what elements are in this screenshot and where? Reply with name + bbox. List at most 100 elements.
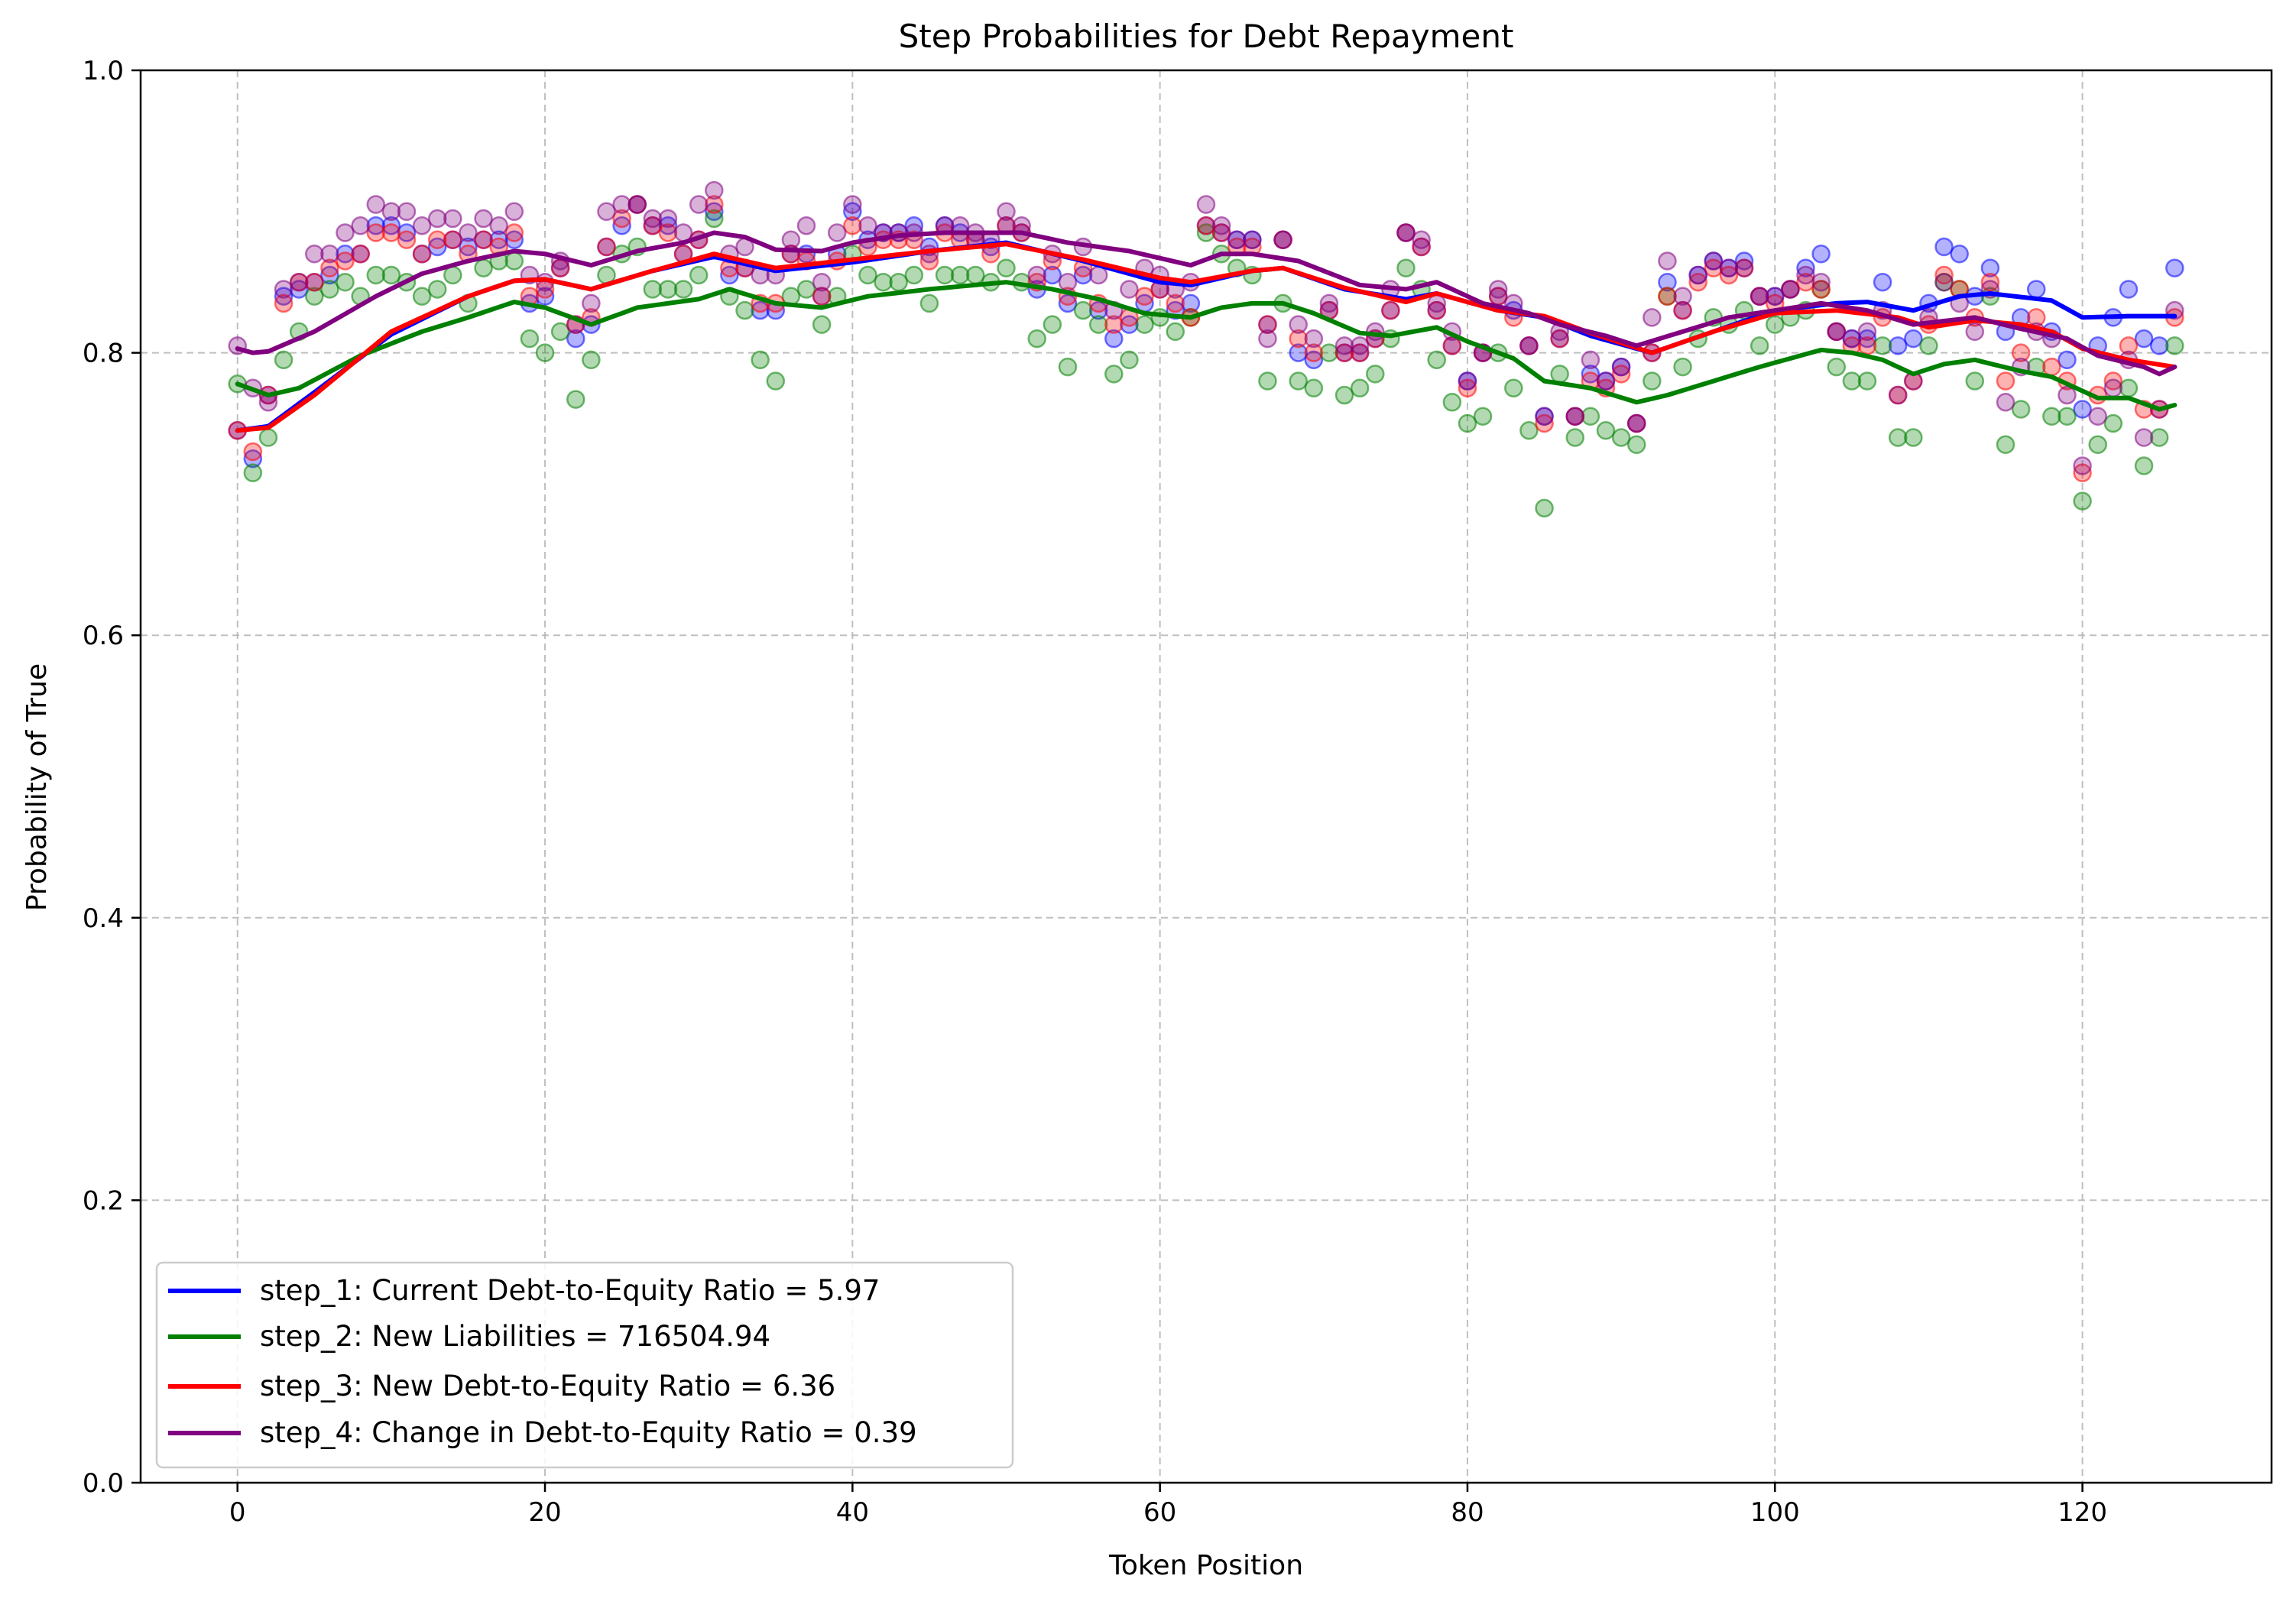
data-point	[1965, 322, 1985, 342]
data-point	[1611, 365, 1631, 384]
data-point	[381, 223, 401, 242]
data-point	[351, 244, 370, 264]
data-point	[1304, 329, 1324, 349]
data-point	[1258, 371, 1277, 391]
data-point	[1196, 195, 1216, 214]
data-point	[1996, 435, 2015, 454]
plot-frame	[139, 69, 2273, 1484]
data-point	[1611, 428, 1631, 447]
data-point	[812, 287, 832, 306]
data-point	[336, 251, 355, 271]
data-point	[274, 280, 293, 299]
x-tick-label: 40	[836, 1497, 869, 1528]
data-point	[1243, 230, 1262, 250]
data-point	[2058, 350, 2077, 370]
data-point	[504, 251, 524, 271]
data-point	[1196, 216, 1216, 235]
data-point	[520, 329, 540, 349]
data-point	[673, 280, 693, 299]
data-point	[1857, 322, 1877, 342]
data-point	[320, 280, 339, 299]
data-point	[1581, 407, 1600, 426]
y-tick-label: 1.0	[83, 56, 124, 86]
data-point	[1565, 407, 1585, 426]
data-point	[1934, 265, 1954, 285]
data-point	[1626, 413, 1646, 433]
data-point	[2011, 400, 2031, 419]
data-point	[1658, 251, 1677, 271]
data-point	[1535, 407, 1554, 426]
data-point	[550, 322, 570, 342]
data-point	[2026, 280, 2046, 299]
data-point	[705, 209, 724, 229]
data-point	[751, 350, 770, 370]
data-point	[1043, 265, 1062, 285]
data-point	[1458, 413, 1477, 433]
axis-ticks: 0 20 40 60 80 100 120 0.0 0.2 0.4 0.6 0.8 1.0	[83, 56, 2107, 1528]
data-point	[1396, 258, 1416, 277]
data-point	[1058, 357, 1078, 377]
data-point	[781, 230, 801, 250]
data-point	[2103, 413, 2123, 433]
data-point	[412, 216, 432, 235]
data-point	[2088, 435, 2107, 454]
data-point	[474, 230, 493, 250]
data-point	[874, 272, 893, 292]
legend: step_1: Current Debt-to-Equity Ratio = 5…	[155, 1261, 1014, 1469]
data-point	[1458, 378, 1477, 398]
x-tick-label: 120	[2058, 1497, 2107, 1528]
data-point	[658, 216, 678, 235]
data-point	[443, 209, 462, 229]
data-point	[889, 272, 908, 292]
data-point	[504, 202, 524, 222]
data-point	[796, 280, 816, 299]
data-point	[1104, 315, 1124, 334]
data-point	[397, 202, 417, 222]
data-point	[2073, 400, 2092, 419]
data-point	[1258, 315, 1277, 334]
data-point	[1873, 272, 1892, 292]
data-point	[689, 195, 709, 214]
chart-title: Step Probabilities for Debt Repayment	[899, 18, 1514, 55]
data-point	[2149, 336, 2169, 355]
data-point	[427, 230, 447, 250]
data-point	[1596, 420, 1616, 440]
data-point	[643, 209, 663, 229]
data-point	[1350, 378, 1370, 398]
data-point	[459, 223, 478, 242]
data-point	[397, 230, 417, 250]
y-tick-label: 0.0	[83, 1468, 124, 1499]
data-point	[1088, 265, 1108, 285]
data-point	[1842, 371, 1862, 391]
legend-label-step-4: step_4: Change in Debt-to-Equity Ratio =…	[260, 1416, 917, 1449]
data-point	[1643, 371, 1662, 391]
data-point	[2149, 428, 2169, 447]
data-point	[612, 216, 631, 235]
data-point	[535, 343, 555, 362]
data-point	[1781, 280, 1800, 299]
data-point	[1766, 315, 1785, 334]
data-point	[720, 265, 739, 285]
data-point	[1934, 237, 1954, 257]
data-point	[1842, 329, 1862, 349]
data-point	[1073, 265, 1093, 285]
data-point	[1350, 343, 1370, 362]
data-point	[1704, 251, 1724, 271]
data-point	[1196, 223, 1216, 242]
data-point	[1904, 329, 1923, 349]
data-point	[2103, 378, 2123, 398]
data-point	[1996, 371, 2015, 391]
data-point	[258, 428, 278, 447]
data-point	[274, 287, 293, 306]
data-point	[1719, 265, 1739, 285]
smoothed-lines	[235, 230, 2178, 433]
data-point	[427, 237, 447, 257]
data-point	[1996, 393, 2015, 412]
data-point	[1211, 223, 1231, 242]
data-point	[427, 209, 447, 229]
data-point	[474, 209, 493, 229]
data-point	[904, 265, 924, 285]
data-point	[397, 223, 417, 242]
data-point	[1965, 371, 1985, 391]
